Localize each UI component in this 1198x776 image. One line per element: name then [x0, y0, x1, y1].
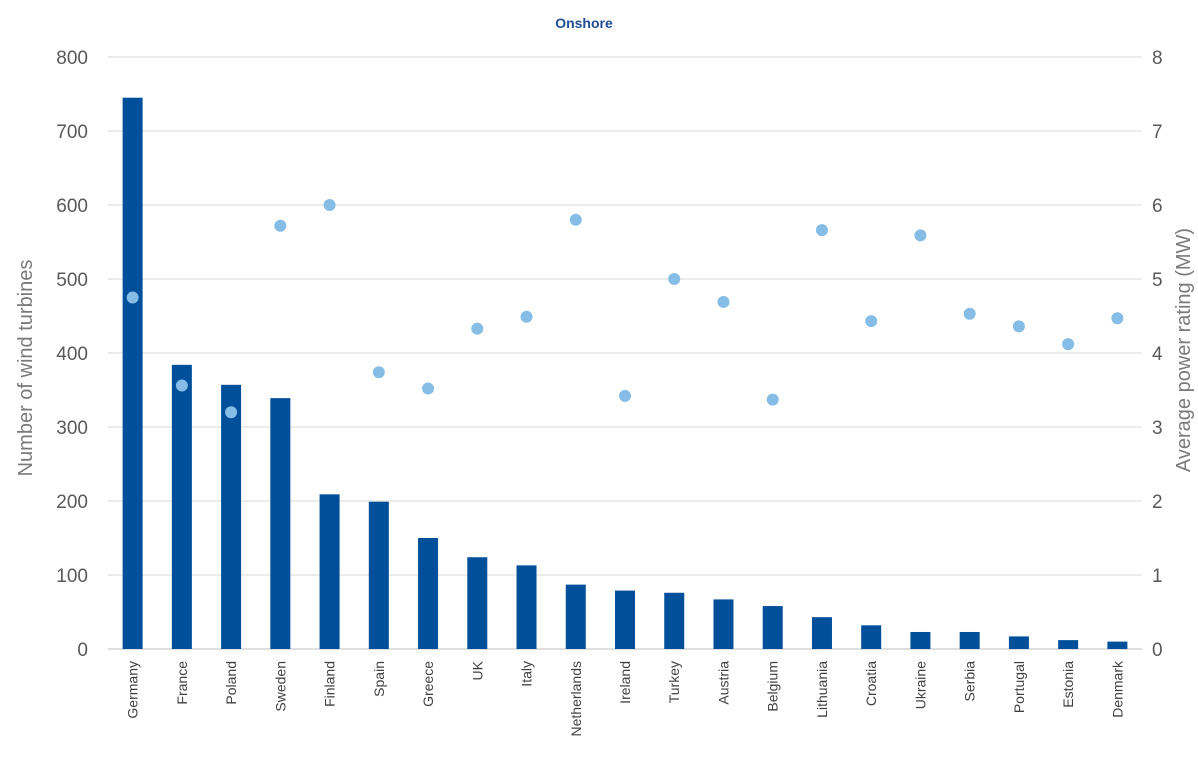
scatter-point: [668, 273, 681, 285]
left-tick-label: 200: [56, 492, 88, 513]
scatter-point: [914, 229, 927, 242]
left-tick-label: 800: [56, 48, 88, 69]
category-label: Ukraine: [912, 661, 928, 709]
category-label: Germany: [125, 661, 141, 719]
left-tick-label: 700: [56, 122, 88, 143]
scatter-point: [766, 393, 779, 406]
right-axis-title: Average power rating (MW): [1173, 228, 1195, 472]
category-label: Portugal: [1011, 661, 1027, 713]
category-label: Serbia: [962, 661, 978, 702]
right-tick-label: 2: [1152, 492, 1163, 513]
bar: [1107, 641, 1128, 649]
right-tick-label: 4: [1152, 344, 1163, 365]
scatter-point: [1111, 312, 1124, 325]
bar: [467, 557, 488, 649]
left-tick-label: 400: [56, 344, 88, 365]
category-label: Turkey: [666, 661, 682, 703]
bar: [811, 617, 832, 649]
bar: [713, 599, 734, 649]
scatter-point: [1012, 320, 1025, 333]
bar: [171, 364, 192, 649]
left-tick-label: 100: [56, 566, 88, 587]
bar-series: [122, 97, 1128, 649]
right-tick-label: 3: [1152, 418, 1163, 439]
category-label: Austria: [715, 661, 731, 705]
category-labels: Germany France Poland Sweden Finland Spain Gre…: [125, 660, 1126, 736]
category-label: Finland: [322, 661, 338, 707]
left-tick-label: 300: [56, 418, 88, 439]
category-label: Estonia: [1060, 661, 1076, 708]
scatter-point: [1062, 338, 1075, 351]
category-label: Denmark: [1109, 660, 1125, 718]
grid-lines: [108, 56, 1142, 650]
bar: [122, 97, 143, 649]
category-label: Netherlands: [568, 661, 584, 737]
category-label: Poland: [223, 661, 239, 705]
scatter-point: [274, 219, 287, 232]
scatter-series: [126, 199, 1124, 419]
scatter-point: [569, 213, 582, 226]
bar: [861, 625, 882, 649]
scatter-point: [225, 406, 238, 419]
bar: [762, 606, 783, 649]
bar: [368, 501, 389, 649]
right-tick-label: 0: [1152, 640, 1163, 661]
category-label: Italy: [519, 661, 535, 687]
category-label: Spain: [371, 661, 387, 697]
chart-title: Onshore: [555, 15, 613, 31]
bar: [615, 590, 635, 649]
bar: [319, 494, 340, 649]
right-tick-label: 1: [1152, 566, 1163, 587]
category-label: Greece: [420, 661, 436, 707]
left-tick-label: 0: [77, 640, 88, 661]
right-tick-label: 7: [1152, 122, 1163, 143]
bar: [664, 592, 685, 649]
scatter-point: [422, 382, 435, 395]
bar: [910, 631, 931, 649]
left-tick-label: 500: [56, 270, 88, 291]
bar: [959, 631, 980, 649]
category-label: Sweden: [272, 661, 288, 712]
scatter-point: [175, 379, 188, 392]
left-axis-title: Number of wind turbines: [15, 260, 37, 477]
bar: [270, 398, 291, 649]
bar: [516, 565, 537, 649]
category-label: Lithuania: [814, 661, 830, 718]
bar: [565, 584, 586, 649]
scatter-point: [520, 310, 533, 323]
right-tick-label: 8: [1152, 48, 1163, 69]
right-tick-label: 5: [1152, 270, 1163, 291]
bar: [1008, 636, 1029, 649]
category-label: UK: [469, 660, 485, 680]
left-axis-ticks: 0 100 200 300 400 500 600 700 800: [56, 48, 88, 661]
bar: [1058, 640, 1079, 649]
scatter-point: [126, 291, 139, 304]
scatter-point: [963, 307, 976, 320]
scatter-point: [471, 322, 484, 335]
left-tick-label: 600: [56, 196, 88, 217]
category-label: Belgium: [765, 661, 781, 712]
right-tick-label: 6: [1152, 196, 1163, 217]
scatter-point: [323, 199, 336, 211]
scatter-point: [372, 366, 385, 379]
right-axis-ticks: 0 1 2 3 4 5 6 7 8: [1152, 48, 1163, 661]
scatter-point: [619, 389, 631, 402]
category-label: France: [174, 661, 190, 705]
scatter-point: [717, 295, 730, 308]
category-label: Croatia: [863, 661, 879, 706]
category-label: Ireland: [617, 661, 633, 704]
bar: [418, 538, 439, 649]
bar: [221, 384, 242, 649]
scatter-point: [815, 224, 828, 237]
scatter-point: [865, 315, 878, 328]
